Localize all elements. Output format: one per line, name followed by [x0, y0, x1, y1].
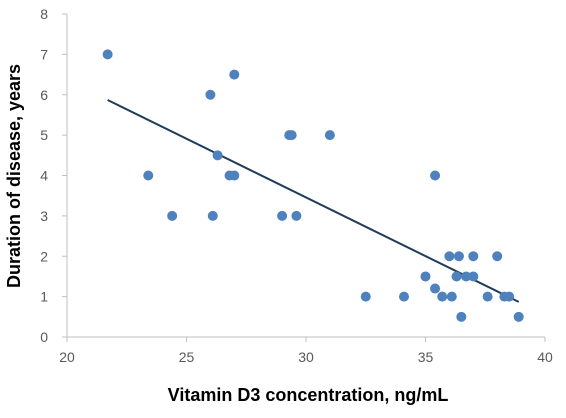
axes [62, 13, 546, 342]
tick-labels: 0 1 2 3 4 5 6 7 8 20 25 30 35 40 [40, 6, 553, 365]
trendline-layer [107, 99, 520, 303]
data-point [451, 271, 462, 282]
y-tick-label: 3 [40, 208, 48, 224]
x-tick-label: 40 [537, 349, 553, 365]
data-point [207, 210, 218, 221]
y-axis-title: Duration of disease, years [4, 64, 24, 288]
data-point [513, 311, 524, 322]
data-point [143, 170, 154, 181]
data-point [446, 291, 457, 302]
y-tick-label: 1 [40, 289, 48, 305]
data-point [277, 210, 288, 221]
data-point [461, 271, 472, 282]
data-point [430, 283, 441, 294]
y-tick-label: 2 [40, 248, 48, 264]
x-tick-label: 20 [59, 349, 75, 365]
data-point [360, 291, 371, 302]
data-point [167, 210, 178, 221]
data-point [453, 251, 464, 262]
data-point [482, 291, 493, 302]
data-point [456, 311, 467, 322]
data-point [430, 170, 441, 181]
y-tick-label: 4 [40, 168, 48, 184]
y-tick-label: 0 [40, 329, 48, 345]
data-points [102, 49, 524, 322]
x-tick-label: 35 [418, 349, 434, 365]
trendline [107, 99, 520, 303]
data-point [102, 49, 113, 60]
data-point [324, 130, 335, 141]
data-point [229, 69, 240, 80]
y-tick-label: 5 [40, 127, 48, 143]
data-point [398, 291, 409, 302]
data-point [444, 251, 455, 262]
x-tick-label: 25 [179, 349, 195, 365]
data-point [291, 210, 302, 221]
y-tick-label: 7 [40, 46, 48, 62]
data-point [229, 170, 240, 181]
data-point [492, 251, 503, 262]
data-point [504, 291, 515, 302]
data-point [468, 251, 479, 262]
x-tick-label: 30 [298, 349, 314, 365]
data-point [212, 150, 223, 161]
data-point [468, 271, 479, 282]
data-point [420, 271, 431, 282]
data-point [205, 89, 216, 100]
y-tick-label: 6 [40, 87, 48, 103]
data-point [286, 130, 297, 141]
x-axis-title: Vitamin D3 concentration, ng/mL [168, 385, 449, 405]
y-tick-label: 8 [40, 6, 48, 22]
data-point [437, 291, 448, 302]
